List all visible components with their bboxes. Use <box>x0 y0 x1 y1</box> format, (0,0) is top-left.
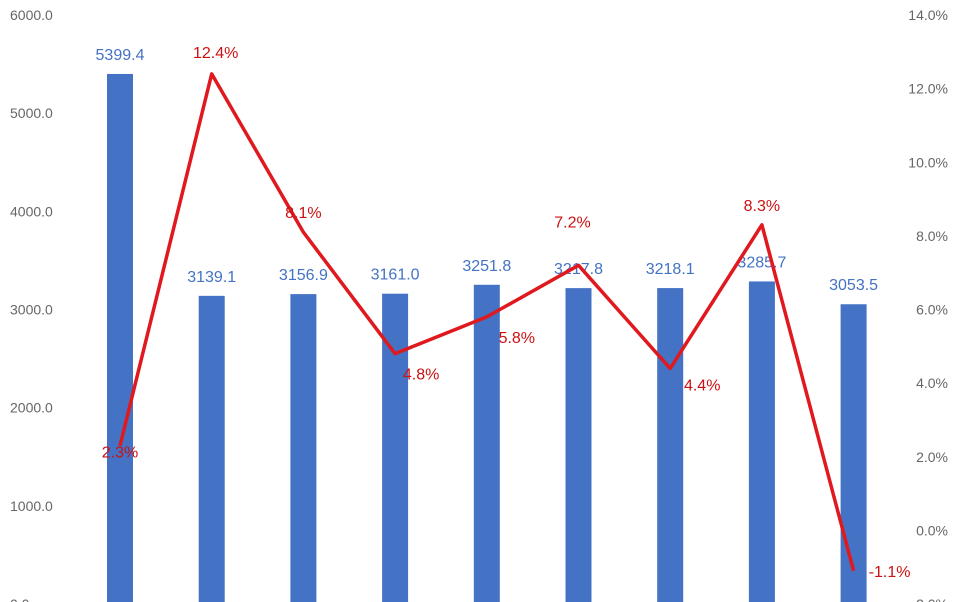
bar-data-label: 3285.7 <box>737 254 786 271</box>
right-axis-tick-label: 8.0% <box>916 228 948 244</box>
right-axis-tick-label: 4.0% <box>916 375 948 391</box>
left-axis-tick-label: 4000.0 <box>10 203 53 219</box>
line-data-label: 8.3% <box>744 198 780 215</box>
bar-data-label: 3139.1 <box>187 269 236 286</box>
right-axis-tick-label: 12.0% <box>908 81 948 97</box>
bar <box>748 281 775 602</box>
left-axis-tick-label: 5000.0 <box>10 105 53 121</box>
right-axis-tick-label: 10.0% <box>908 154 948 170</box>
bar-series <box>107 73 867 602</box>
right-axis-tick-label: 0.0% <box>916 522 948 538</box>
bar-data-label: 5399.4 <box>96 47 145 64</box>
bar-data-label: 3218.1 <box>646 261 695 278</box>
left-axis: 0.0 1000.0 2000.0 3000.0 4000.0 5000.0 6000.0 <box>10 7 53 602</box>
line-data-labels: 2.3% 12.4% 8.1% 4.8% 5.8% 7.2% 4.4% 8.3% -1.1% <box>102 45 911 581</box>
right-axis: -2.0% 0.0% 2.0% 4.0% 6.0% 8.0% 10.0% 12.0% 14.0% <box>908 7 948 602</box>
right-axis-tick-label: 2.0% <box>916 449 948 465</box>
right-axis-tick-label: 6.0% <box>916 302 948 318</box>
bar-data-label: 3161.0 <box>371 267 420 284</box>
line-path <box>118 72 856 572</box>
line-data-label: -1.1% <box>869 564 911 581</box>
left-axis-tick-label: 3000.0 <box>10 302 53 318</box>
bar <box>657 288 684 602</box>
bar <box>840 304 867 602</box>
bar <box>107 73 133 602</box>
line-data-label: 5.8% <box>499 330 535 347</box>
bar <box>290 294 317 602</box>
line-data-label: 2.3% <box>102 445 138 462</box>
line-data-label: 12.4% <box>193 45 238 62</box>
bar <box>473 284 500 602</box>
bar-data-label: 3053.5 <box>829 277 878 294</box>
bar-data-label: 3251.8 <box>462 258 511 275</box>
left-axis-tick-label: 6000.0 <box>10 7 53 23</box>
line-series <box>118 72 856 572</box>
bar <box>198 295 225 602</box>
line-data-label: 4.8% <box>403 367 439 384</box>
bar-data-label: 3156.9 <box>279 267 328 284</box>
left-axis-tick-label: 1000.0 <box>10 498 53 514</box>
right-axis-tick-label: -2.0% <box>911 596 948 602</box>
line-data-label: 7.2% <box>554 214 590 231</box>
left-axis-tick-label: 0.0 <box>10 596 30 602</box>
bar <box>565 288 592 602</box>
left-axis-tick-label: 2000.0 <box>10 400 53 416</box>
line-data-label: 8.1% <box>285 205 321 222</box>
right-axis-tick-label: 14.0% <box>908 7 948 23</box>
line-data-label: 4.4% <box>684 377 720 394</box>
